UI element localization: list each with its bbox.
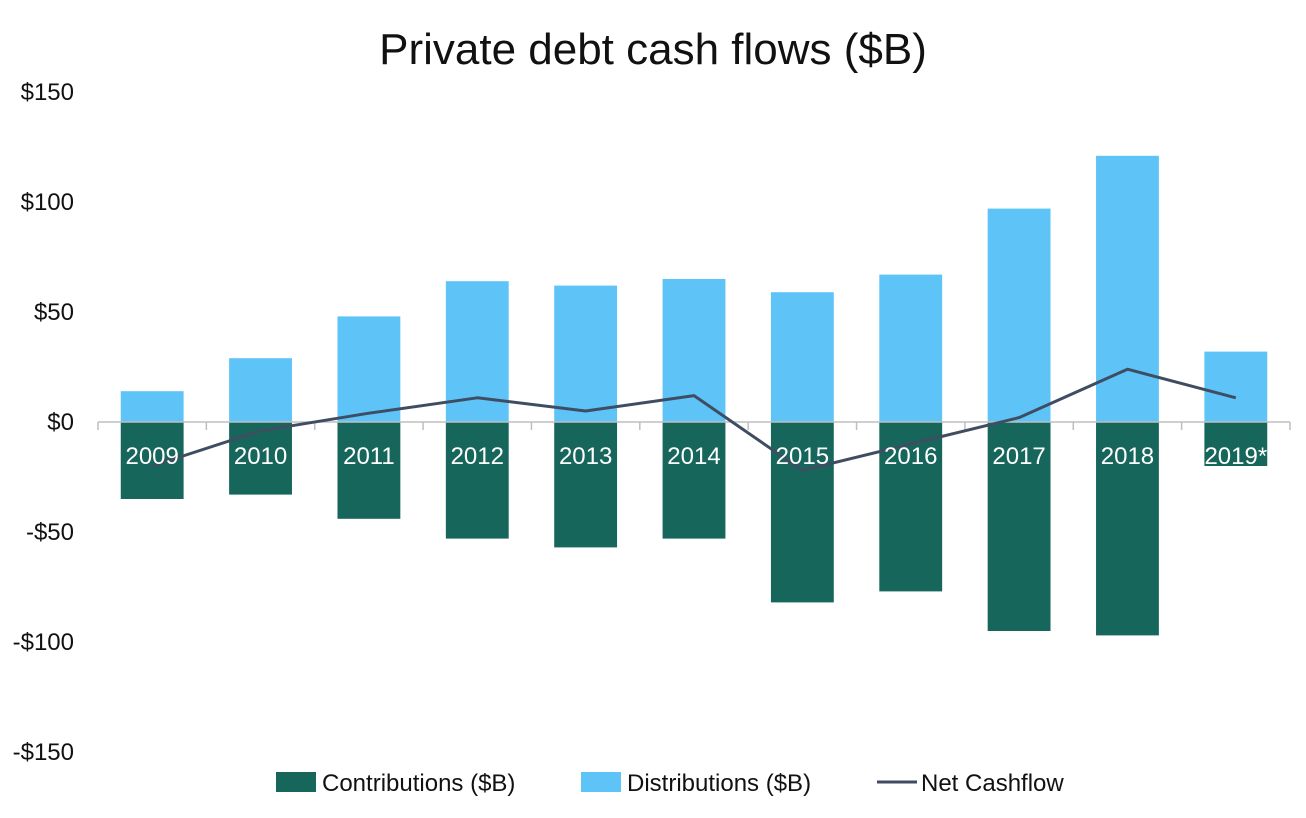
x-category-label: 2012 bbox=[451, 443, 504, 470]
contributions-bar bbox=[662, 422, 726, 539]
distributions-bar bbox=[229, 358, 292, 422]
chart-title: Private debt cash flows ($B) bbox=[379, 25, 927, 74]
x-category-label: 2018 bbox=[1101, 443, 1154, 470]
y-tick-label: -$50 bbox=[26, 519, 74, 546]
x-category-label: 2009 bbox=[125, 443, 178, 470]
y-tick-label: -$100 bbox=[13, 629, 74, 656]
distributions-bar bbox=[770, 292, 834, 422]
x-category-label: 2010 bbox=[234, 443, 287, 470]
x-category-label: 2014 bbox=[667, 443, 720, 470]
x-category-label: 2016 bbox=[884, 443, 937, 470]
contributions-bar bbox=[337, 422, 401, 519]
contributions-bar bbox=[229, 422, 292, 495]
distributions-bar bbox=[1204, 351, 1268, 422]
legend-swatch-contributions bbox=[276, 772, 316, 792]
net-cashflow-line bbox=[151, 367, 1237, 472]
distributions-bar bbox=[337, 316, 401, 422]
x-category-labels: 2009 2010 2011 2012 2013 2014 2015 2016 2017 2018… bbox=[125, 443, 1267, 470]
x-category-label: 2011 bbox=[343, 443, 395, 470]
contributions-bar bbox=[1096, 422, 1159, 636]
y-tick-label: $150 bbox=[21, 79, 74, 106]
contributions-bar bbox=[987, 422, 1051, 631]
distributions-bar bbox=[662, 279, 726, 422]
contributions-bar bbox=[770, 422, 834, 603]
distributions-bars bbox=[120, 155, 1268, 423]
x-category-label: 2019* bbox=[1204, 443, 1267, 470]
net-cashflow-series bbox=[151, 367, 1237, 472]
x-category-label: 2017 bbox=[992, 443, 1045, 470]
legend-label-distributions: Distributions ($B) bbox=[627, 770, 811, 797]
legend-label-contributions: Contributions ($B) bbox=[322, 770, 515, 797]
legend: Contributions ($B) Distributions ($B) Net … bbox=[276, 770, 1064, 797]
contributions-bar bbox=[445, 422, 509, 539]
x-category-label: 2013 bbox=[559, 443, 612, 470]
legend-label-net-cashflow: Net Cashflow bbox=[921, 770, 1064, 797]
contributions-bar bbox=[554, 422, 618, 548]
distributions-bar bbox=[1096, 155, 1159, 423]
distributions-bar bbox=[879, 274, 943, 422]
x-category-label: 2015 bbox=[776, 443, 829, 470]
x-axis-ticks bbox=[97, 422, 1291, 430]
contributions-bars bbox=[120, 422, 1268, 636]
distributions-bar bbox=[987, 208, 1051, 422]
distributions-bar bbox=[120, 391, 184, 422]
contributions-bar bbox=[1204, 422, 1268, 466]
distributions-bar bbox=[554, 285, 618, 422]
y-axis-labels: $150 $100 $50 $0 -$50 -$100 -$150 bbox=[13, 79, 74, 766]
legend-swatch-distributions bbox=[581, 772, 621, 792]
y-tick-label: $50 bbox=[34, 299, 74, 326]
y-tick-label: $100 bbox=[21, 189, 74, 216]
y-tick-label: $0 bbox=[47, 409, 74, 436]
y-tick-label: -$150 bbox=[13, 739, 74, 766]
